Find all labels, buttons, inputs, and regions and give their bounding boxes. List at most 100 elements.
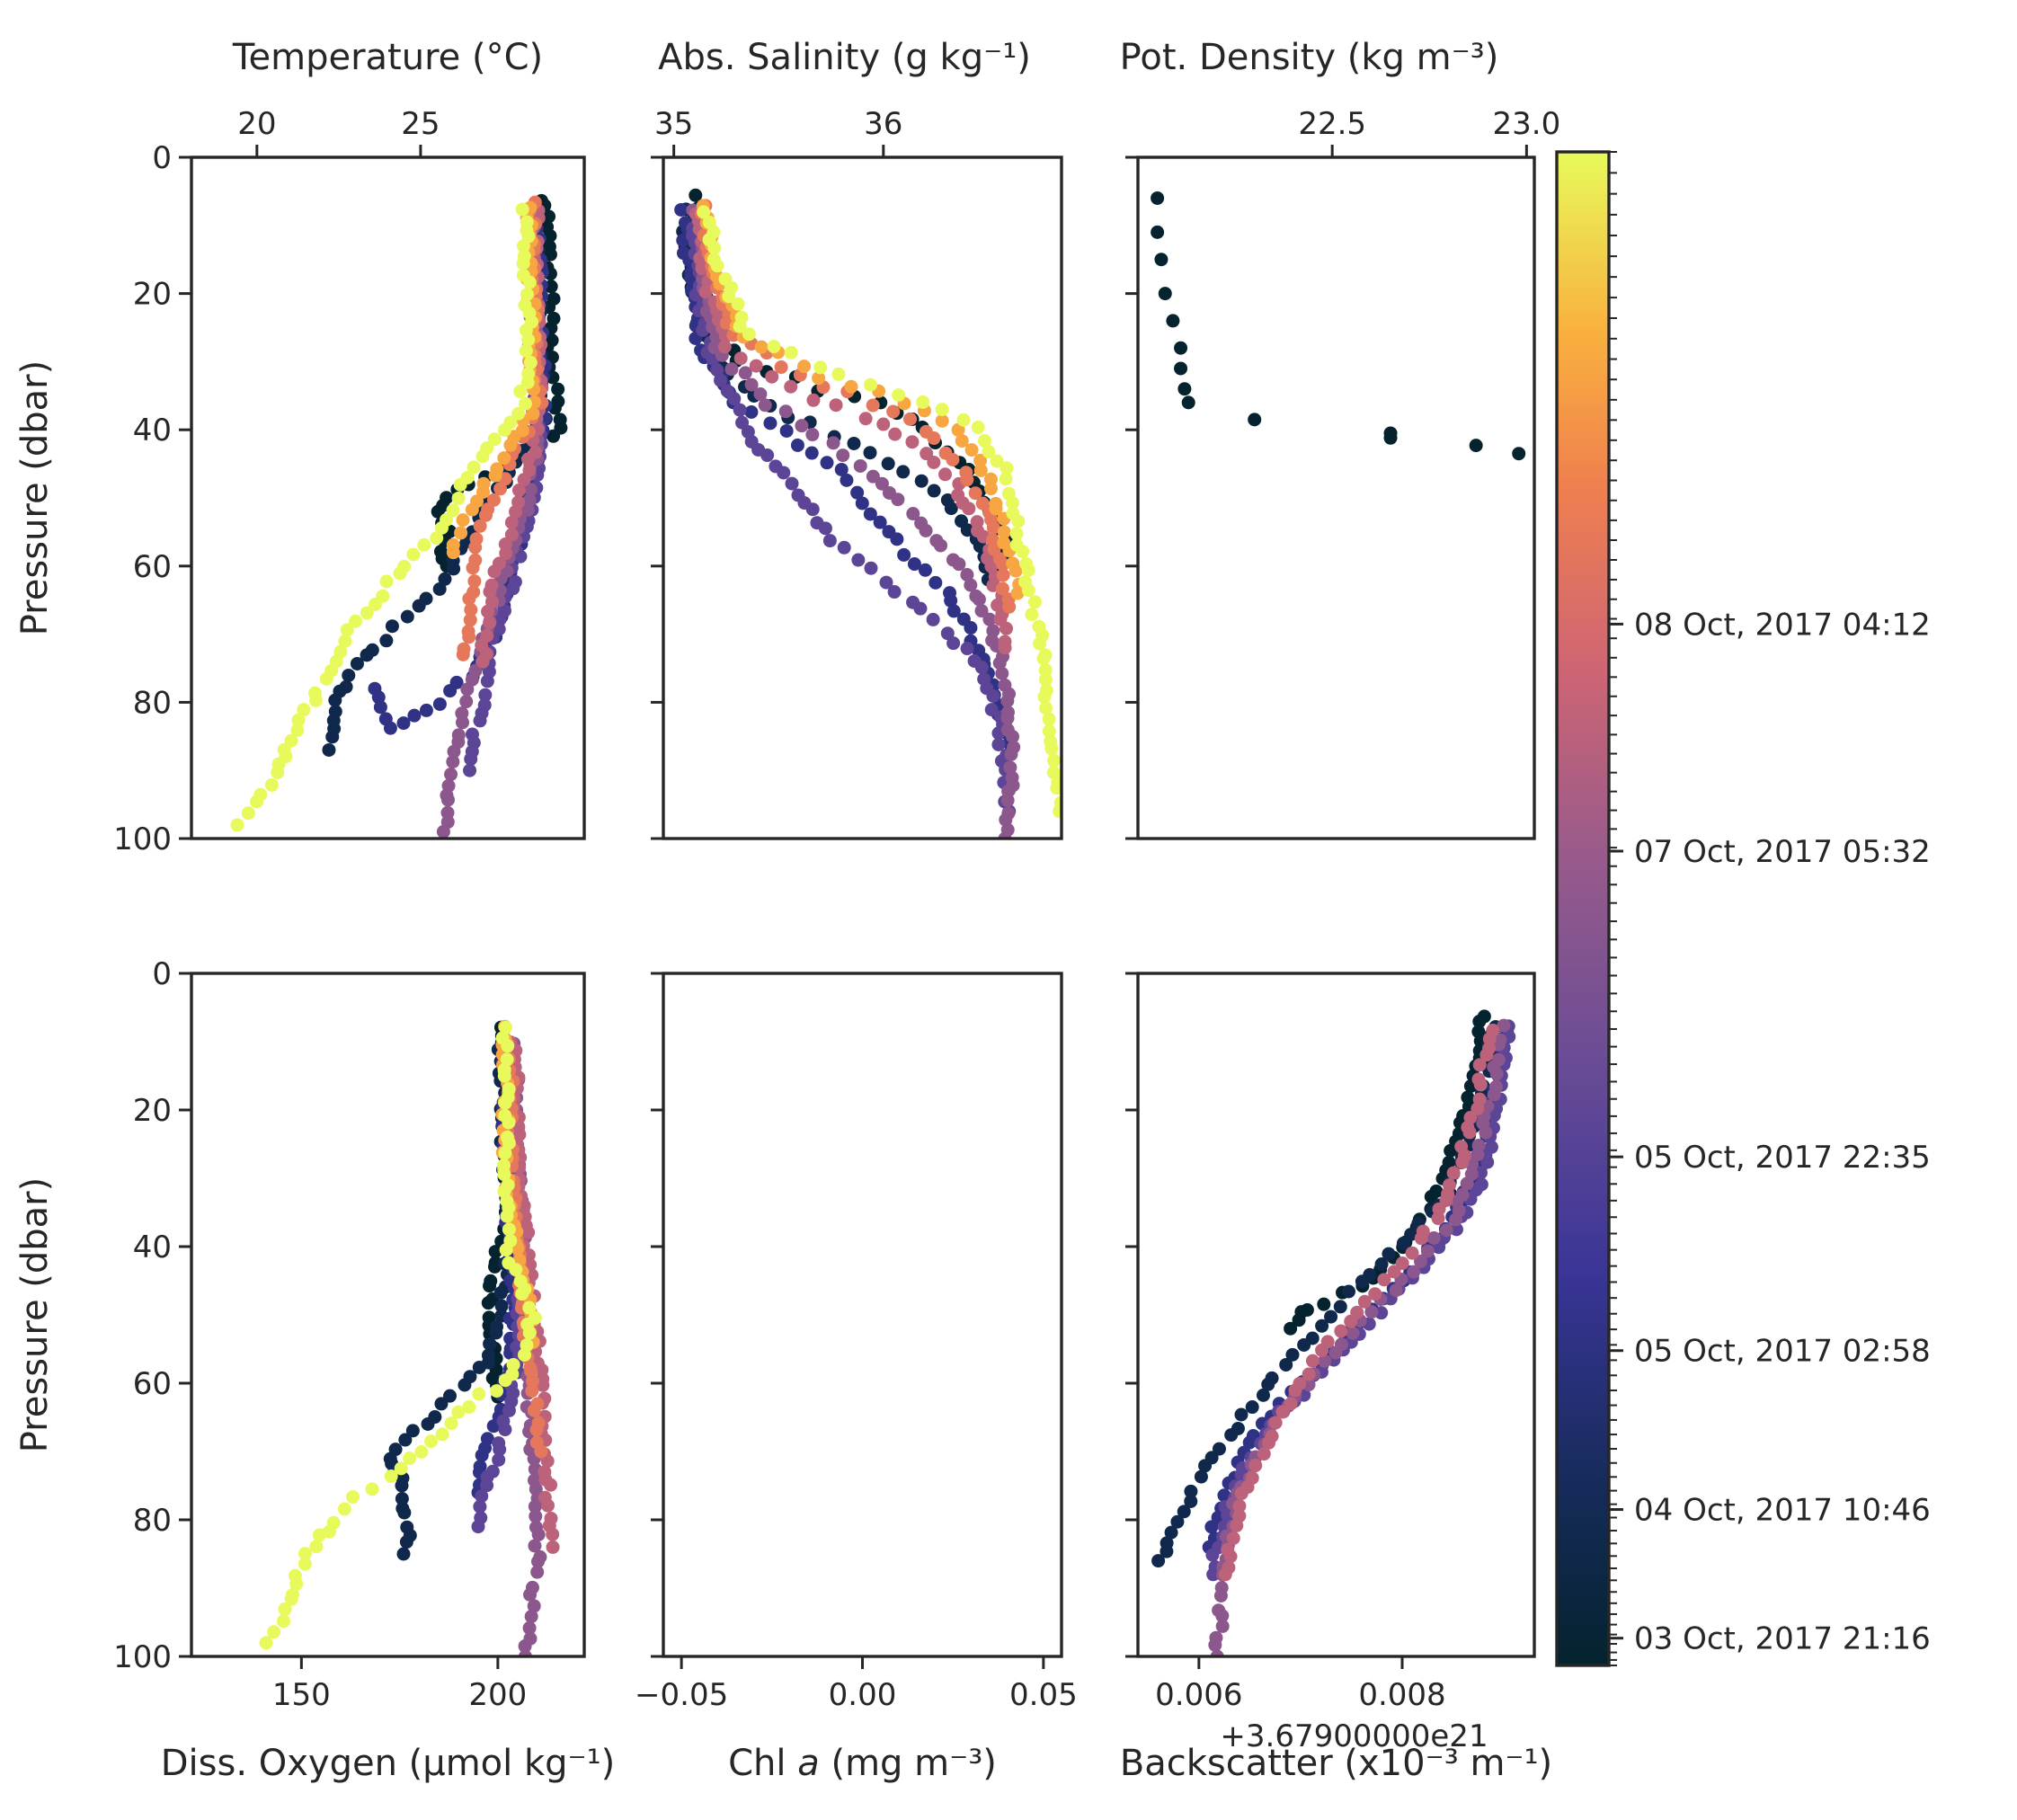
data-point: [1009, 527, 1024, 541]
data-point: [441, 793, 456, 807]
data-point: [905, 435, 920, 449]
data-point: [278, 1602, 292, 1616]
data-point: [290, 724, 305, 738]
data-point: [502, 1222, 516, 1237]
data-point: [778, 404, 793, 419]
data-point: [438, 572, 452, 586]
data-point: [1184, 1494, 1198, 1508]
scatter-points-oxygen: [259, 1019, 560, 1656]
data-point: [749, 359, 763, 373]
data-point: [451, 1405, 466, 1419]
data-point: [1414, 1254, 1428, 1268]
x-tick-label: 0.00: [829, 1677, 897, 1713]
data-point: [1038, 672, 1053, 687]
data-point: [529, 1423, 544, 1437]
panel-chlorophyll: −0.05 0.00 0.05 Chl a (mg m⁻³): [635, 972, 1078, 1784]
y-tick-label: 0: [152, 956, 172, 992]
data-point: [498, 1146, 512, 1160]
data-point: [312, 1528, 326, 1542]
scatter-points-density: [1151, 191, 1526, 461]
data-point: [1050, 781, 1062, 795]
data-point: [731, 297, 745, 311]
data-point: [494, 1299, 509, 1313]
data-point: [407, 708, 422, 723]
data-point: [454, 526, 468, 540]
panel-density: 22.5 23.0 Pot. Density (kg m⁻³): [1120, 37, 1560, 840]
data-point: [337, 1502, 351, 1516]
data-point: [522, 493, 537, 507]
data-point: [1213, 1588, 1228, 1602]
data-point: [960, 642, 974, 656]
colorbar: 03 Oct, 2017 21:16 04 Oct, 2017 10:46 05 O…: [1555, 150, 1931, 1667]
data-point: [1036, 652, 1051, 666]
data-point: [997, 525, 1011, 539]
data-point: [395, 1492, 409, 1506]
data-point: [478, 508, 493, 522]
data-point: [530, 1565, 545, 1579]
y-tick-label: 40: [133, 1230, 172, 1265]
data-point: [944, 593, 958, 608]
data-point: [896, 465, 911, 479]
data-point: [518, 1639, 532, 1654]
data-point: [276, 1614, 290, 1629]
data-point: [524, 1610, 538, 1624]
data-point: [473, 714, 487, 728]
data-point: [443, 1389, 458, 1403]
data-point: [1053, 804, 1062, 819]
data-point: [1389, 1283, 1403, 1298]
data-point: [360, 648, 374, 662]
data-point: [325, 730, 340, 744]
data-point: [1164, 1525, 1178, 1540]
data-point: [1218, 1567, 1232, 1582]
data-point: [890, 532, 904, 546]
data-point: [540, 1454, 555, 1469]
x-axis-label-salinity: Abs. Salinity (g kg⁻¹): [658, 37, 1031, 78]
data-point: [1387, 1265, 1401, 1279]
data-point: [490, 1384, 504, 1398]
data-point: [727, 392, 742, 406]
data-point: [493, 482, 508, 496]
data-point: [1038, 662, 1053, 677]
x-axis-label-backscatter: Backscatter (x10⁻³ m⁻¹): [1120, 1743, 1552, 1784]
data-point: [795, 419, 809, 433]
data-point: [502, 1403, 516, 1417]
data-point: [1469, 439, 1483, 453]
data-point: [744, 377, 759, 392]
data-point: [546, 1527, 560, 1541]
data-point: [946, 604, 961, 618]
data-point: [805, 428, 820, 442]
data-point: [480, 1478, 494, 1493]
data-point: [466, 460, 481, 475]
data-point: [515, 202, 529, 217]
data-point: [480, 674, 494, 688]
data-point: [914, 474, 929, 488]
data-point: [847, 436, 861, 450]
data-point: [527, 1403, 541, 1417]
data-point: [1346, 1326, 1360, 1340]
data-point: [887, 585, 902, 599]
data-point: [1006, 730, 1020, 744]
data-point: [512, 1127, 527, 1141]
data-point: [447, 562, 461, 576]
data-point: [934, 538, 948, 553]
data-point: [992, 656, 1007, 670]
data-point: [760, 448, 775, 463]
data-point: [863, 377, 877, 392]
data-point: [1011, 514, 1026, 528]
data-point: [529, 1509, 543, 1523]
data-point: [340, 623, 354, 637]
data-point: [1177, 1505, 1191, 1519]
data-point: [250, 795, 264, 809]
data-point: [1334, 1324, 1348, 1338]
data-point: [1174, 361, 1188, 376]
data-point: [1472, 1058, 1487, 1072]
data-point: [1305, 1354, 1319, 1368]
data-point: [1482, 1032, 1497, 1046]
data-point: [927, 431, 941, 446]
data-point: [472, 1387, 486, 1401]
data-point: [951, 422, 965, 437]
data-point: [483, 616, 497, 630]
data-point: [506, 582, 520, 596]
data-point: [522, 1326, 537, 1340]
